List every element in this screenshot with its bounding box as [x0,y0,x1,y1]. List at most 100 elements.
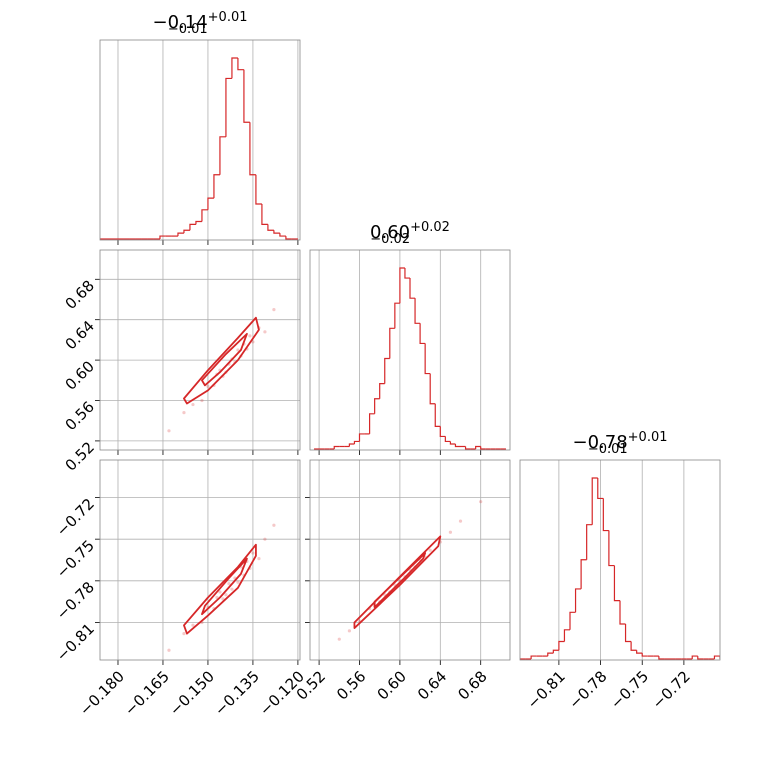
histogram-bin [159,235,166,239]
histogram-bin [424,343,431,375]
histogram-bin [261,203,268,226]
scatter-point [182,632,186,636]
histogram-bin [255,174,262,205]
histogram-bin [630,641,637,651]
histogram-bin [379,383,385,399]
panel-title: −0.14+0.01 −0.01 [152,10,247,37]
contour [183,543,257,635]
scatter-point [251,551,255,555]
x-tick-label: 0.68 [454,667,490,703]
histogram-bin [414,298,421,324]
histogram-bin [389,327,395,359]
panel-frame [99,249,301,451]
scatter-point [167,429,171,433]
histogram-bin [608,530,615,567]
scatter-point [191,623,195,627]
x-tick-label: −0.135 [211,667,263,719]
title-value: −0.14 [152,12,207,33]
histogram-bin [231,57,238,79]
panel-frame [99,39,301,241]
histogram-bin [691,655,698,659]
title-lower-error: −0.01 [168,22,208,37]
histogram-bin [569,611,576,630]
panel: −0.14+0.01 −0.01 [99,10,301,245]
histogram-bin [574,588,582,613]
panel-title: 0.60+0.02 −0.02 [370,220,450,247]
scatter-point [224,593,228,597]
histogram-bin [353,440,360,444]
histogram-bin [624,623,632,643]
panel: 0.60+0.02 −0.02 [309,220,511,455]
y-tick-label: −0.81 [53,620,98,665]
histogram-bin [419,323,426,345]
histogram-bin [177,232,184,237]
histogram-bin [201,209,208,222]
scatter-point [263,537,267,541]
histogram-bin [404,268,410,279]
scatter-point [458,519,463,523]
scatter-point [200,398,204,403]
histogram-bin [189,223,196,231]
y-tick-label: 0.52 [62,438,98,474]
panel-frame [309,459,511,661]
histogram-bin [207,197,214,210]
scatter-point [236,348,240,352]
histogram-bin [243,69,250,123]
title-upper-error: +0.01 [208,10,248,25]
histogram-bin [399,267,405,304]
histogram-bin [213,174,220,199]
x-tick-label: −0.165 [121,667,173,719]
histogram-bin [619,600,626,625]
x-tick-label: −0.78 [565,667,610,712]
scatter-point [206,384,210,388]
histogram-bin [697,656,704,660]
y-tick-label: −0.78 [53,578,98,623]
plot-area [167,523,276,652]
histogram-bin [225,77,232,137]
histogram-bin [219,136,226,175]
histogram-bin [333,445,340,449]
histogram-bin [713,655,720,659]
plot-area [314,267,506,450]
histogram-bin [429,373,436,405]
panel-frame [99,459,301,661]
x-tick-label: 0.56 [333,667,369,703]
histogram-bin [237,58,244,71]
histogram-bin [273,230,280,234]
title-upper-error: +0.01 [628,430,668,445]
x-tick-label: −0.81 [524,667,569,712]
x-tick-label: 0.60 [374,667,410,703]
histogram-bin [454,443,461,448]
histogram-bin [183,229,190,234]
histogram-bin [444,436,451,443]
histogram-bin [434,403,441,427]
histogram-bin [658,656,665,660]
histogram-bin [267,224,274,231]
histogram-bin [285,236,292,240]
x-tick-label: −0.150 [166,667,218,719]
histogram-bin [613,565,620,602]
scatter-point [428,548,432,552]
histogram-bin [563,629,570,642]
x-tick-label: −0.72 [649,667,694,712]
histogram-bin [602,498,609,532]
histogram-bin [591,477,598,525]
contour [183,316,260,405]
title-value: 0.60 [370,222,410,243]
histogram-bin [409,278,416,299]
y-tick-label: 0.64 [62,317,98,353]
x-tick-label: −0.75 [607,667,652,712]
histogram-bin [374,398,380,414]
histogram-bin [547,652,554,657]
x-tick-label: −0.180 [76,667,128,719]
y-tick-label: 0.68 [62,277,98,313]
histogram-bin [394,302,400,329]
histogram-bin [195,220,202,225]
scatter-point [272,307,276,312]
scatter-point [218,590,222,594]
histogram-bin [464,446,471,450]
histogram-bin [348,443,355,447]
histogram-bin [475,445,481,449]
